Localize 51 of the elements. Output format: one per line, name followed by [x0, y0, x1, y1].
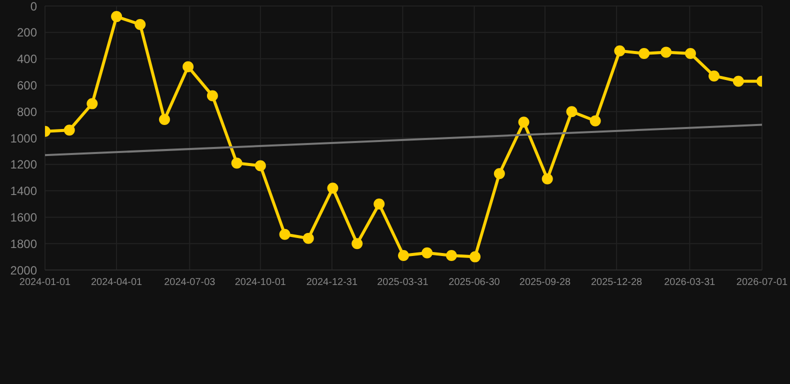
point [111, 11, 122, 22]
y-tick-label: 1800 [10, 236, 38, 251]
point [732, 76, 744, 87]
point [302, 232, 314, 244]
point [446, 250, 457, 261]
point [542, 173, 553, 184]
point [518, 116, 530, 128]
point [231, 158, 242, 169]
point [684, 48, 696, 60]
x-tick-label: 2024-12-31 [306, 277, 358, 288]
point [494, 168, 505, 180]
x-tick-label: 2025-09-28 [519, 277, 572, 288]
point [614, 45, 626, 56]
point [279, 228, 290, 240]
point [206, 90, 218, 102]
y-tick-label: 2000 [10, 263, 38, 278]
point [182, 61, 194, 72]
point [374, 198, 385, 210]
y-tick-label: 1200 [10, 158, 38, 172]
x-tick-label: 2025-06-30 [448, 277, 500, 288]
point [64, 124, 75, 136]
point [86, 98, 98, 110]
y-tick-label: 1400 [10, 184, 38, 198]
x-tick-label: 2024-01-01 [19, 277, 72, 288]
y-tick-label: 1600 [10, 210, 38, 224]
x-tick-label: 2026-03-31 [664, 277, 716, 288]
x-tick-label: 2024-10-01 [234, 277, 286, 288]
point [254, 160, 266, 172]
point [708, 70, 720, 82]
point [470, 251, 481, 262]
point [134, 18, 146, 30]
x-tick-label: 2024-04-01 [90, 277, 143, 288]
y-tick-label: 400 [16, 52, 38, 66]
point [566, 106, 578, 118]
point [352, 238, 363, 250]
y-tick-label: 600 [16, 78, 38, 92]
x-tick-label: 2025-12-28 [590, 277, 643, 288]
point [327, 182, 338, 194]
x-tick-label: 2024-07-03 [164, 277, 216, 288]
x-tick-label: 2025-03-31 [377, 277, 429, 288]
point [422, 247, 433, 258]
y-tick-label: 200 [16, 26, 38, 40]
y-tick-label: 800 [16, 104, 38, 119]
y-tick-label: 0 [30, 0, 38, 14]
x-tick-label: 2026-07-01 [736, 277, 788, 288]
point [159, 114, 170, 126]
point [638, 48, 650, 60]
point [660, 46, 672, 58]
point [590, 115, 601, 126]
y-tick-label: 1000 [10, 131, 38, 146]
point [398, 250, 409, 261]
